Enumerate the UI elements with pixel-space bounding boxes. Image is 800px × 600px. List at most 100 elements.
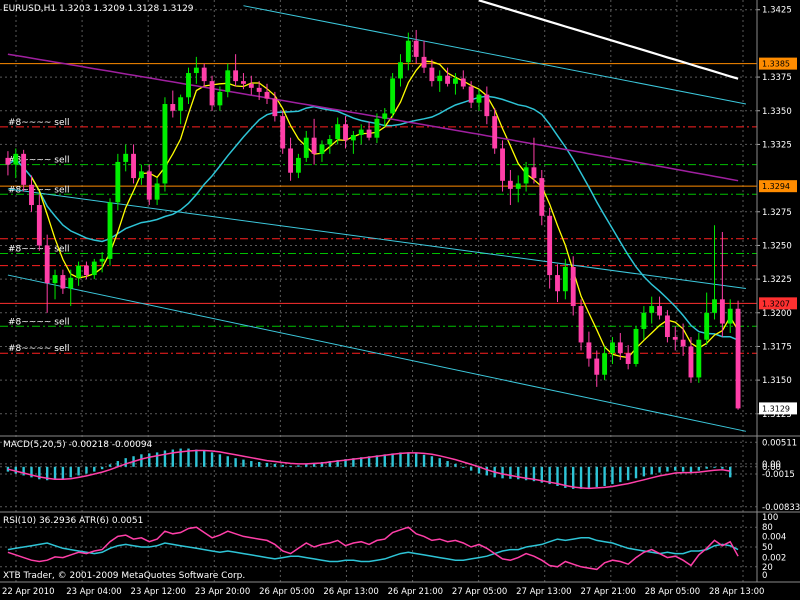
- candle[interactable]: [138, 164, 144, 185]
- candle[interactable]: [68, 269, 74, 307]
- candle[interactable]: [476, 89, 482, 111]
- candle[interactable]: [319, 140, 325, 162]
- candlesticks[interactable]: [5, 29, 741, 410]
- candle[interactable]: [515, 175, 521, 203]
- candle[interactable]: [680, 323, 686, 356]
- price-tag[interactable]: 1.3294: [759, 180, 797, 193]
- candle[interactable]: [712, 225, 717, 320]
- candle[interactable]: [256, 81, 262, 100]
- candle[interactable]: [272, 91, 278, 122]
- order-label[interactable]: #8~~~~ sell: [8, 245, 70, 255]
- candle[interactable]: [335, 117, 341, 145]
- candle[interactable]: [366, 121, 372, 141]
- candle[interactable]: [295, 153, 301, 179]
- candle[interactable]: [29, 175, 34, 212]
- candle[interactable]: [500, 140, 505, 192]
- candle[interactable]: [492, 108, 498, 154]
- candle[interactable]: [162, 97, 168, 192]
- order-label[interactable]: #8~~~~ sell: [8, 317, 70, 327]
- candle[interactable]: [617, 332, 623, 360]
- candle[interactable]: [154, 178, 160, 206]
- candle[interactable]: [5, 151, 11, 176]
- candle[interactable]: [688, 337, 694, 383]
- candle[interactable]: [531, 137, 537, 184]
- candle[interactable]: [123, 144, 129, 172]
- channel-line[interactable]: [7, 188, 746, 290]
- candle[interactable]: [350, 130, 356, 154]
- candle[interactable]: [405, 32, 411, 71]
- candle[interactable]: [170, 90, 176, 118]
- order-label[interactable]: #8~~~~ sell: [8, 118, 70, 128]
- candle[interactable]: [44, 234, 50, 313]
- candle[interactable]: [453, 73, 458, 95]
- candle[interactable]: [460, 70, 466, 90]
- candle[interactable]: [107, 198, 113, 266]
- rsi-panel[interactable]: [7, 526, 739, 571]
- candle[interactable]: [657, 296, 662, 320]
- candle[interactable]: [131, 144, 136, 184]
- order-label[interactable]: #8~~~~ sell: [8, 344, 70, 354]
- candle[interactable]: [311, 118, 317, 165]
- candle[interactable]: [664, 310, 670, 343]
- candle[interactable]: [217, 86, 223, 111]
- candle[interactable]: [84, 261, 89, 280]
- candle[interactable]: [578, 299, 584, 351]
- candle[interactable]: [52, 269, 58, 300]
- candle[interactable]: [390, 73, 396, 118]
- candle[interactable]: [523, 161, 529, 192]
- candle[interactable]: [374, 113, 380, 144]
- candle[interactable]: [547, 207, 553, 289]
- candle[interactable]: [633, 326, 639, 367]
- candle[interactable]: [719, 231, 725, 338]
- candle[interactable]: [209, 75, 215, 111]
- candle[interactable]: [429, 59, 435, 87]
- candle[interactable]: [327, 134, 333, 154]
- order-label[interactable]: #8~~~~ sell: [8, 156, 70, 166]
- candle[interactable]: [696, 332, 702, 383]
- candle[interactable]: [382, 108, 388, 127]
- channel-line[interactable]: [7, 274, 747, 432]
- candle[interactable]: [704, 292, 710, 346]
- candle[interactable]: [115, 153, 121, 211]
- candle[interactable]: [76, 261, 82, 286]
- candle[interactable]: [264, 83, 270, 105]
- candle[interactable]: [241, 73, 246, 90]
- candle[interactable]: [343, 116, 348, 149]
- candle[interactable]: [735, 300, 741, 410]
- candle[interactable]: [288, 137, 293, 181]
- candle[interactable]: [91, 258, 97, 280]
- candle[interactable]: [146, 164, 152, 206]
- candle[interactable]: [507, 170, 513, 206]
- candle[interactable]: [570, 256, 576, 316]
- candle[interactable]: [672, 326, 678, 351]
- candle[interactable]: [562, 258, 568, 300]
- candle[interactable]: [539, 170, 545, 226]
- candle[interactable]: [280, 110, 286, 154]
- candle[interactable]: [468, 81, 474, 109]
- candle[interactable]: [225, 63, 231, 98]
- price-tag[interactable]: 1.3129: [759, 402, 797, 415]
- macd-panel[interactable]: [6, 448, 732, 490]
- candle[interactable]: [398, 54, 403, 87]
- candle[interactable]: [193, 56, 199, 84]
- candle[interactable]: [233, 54, 239, 87]
- candle[interactable]: [413, 29, 419, 64]
- candle[interactable]: [594, 350, 600, 387]
- candle[interactable]: [186, 67, 191, 105]
- candle[interactable]: [99, 252, 105, 273]
- candle[interactable]: [445, 67, 451, 87]
- price-tag[interactable]: 1.3207: [759, 297, 797, 310]
- candle[interactable]: [641, 306, 647, 340]
- candle[interactable]: [437, 70, 443, 92]
- candle[interactable]: [178, 94, 184, 125]
- candle[interactable]: [303, 130, 309, 162]
- candle[interactable]: [21, 149, 27, 192]
- candle[interactable]: [610, 337, 615, 364]
- channel-line[interactable]: [243, 5, 747, 105]
- candle[interactable]: [727, 299, 733, 333]
- candle[interactable]: [201, 63, 207, 87]
- candle[interactable]: [602, 346, 608, 381]
- candle[interactable]: [248, 75, 254, 95]
- candle[interactable]: [13, 148, 19, 179]
